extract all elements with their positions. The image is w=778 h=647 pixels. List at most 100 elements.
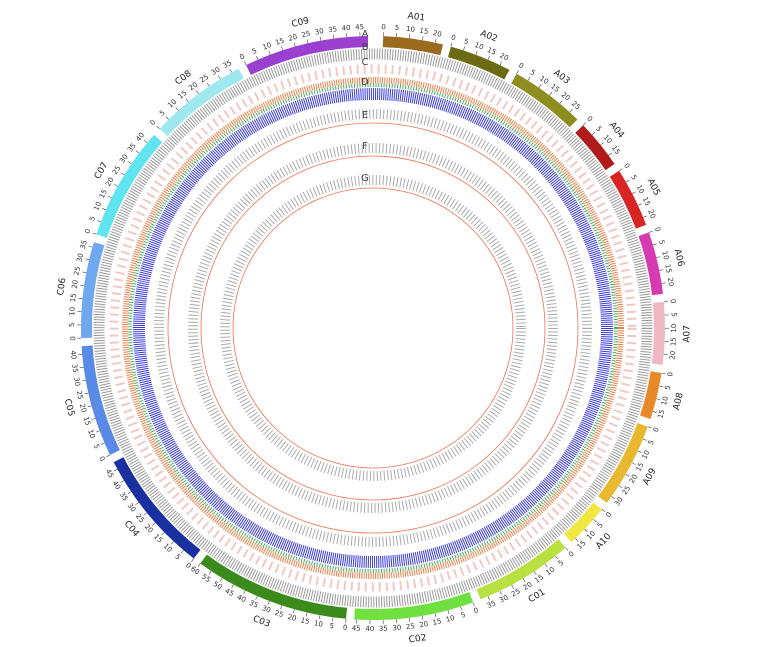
tick-label: 5: [629, 174, 638, 182]
tick-label: 30: [126, 502, 138, 514]
tick-mark: [293, 609, 295, 614]
tick-mark: [632, 191, 636, 194]
tick-mark: [306, 39, 309, 44]
tick-mark: [268, 50, 271, 55]
tick-mark: [84, 392, 89, 395]
tick-mark: [637, 450, 642, 453]
tick-mark: [642, 438, 647, 441]
tick-label: 25: [73, 266, 83, 276]
tick-label: 25: [405, 622, 415, 631]
tick-mark: [450, 42, 453, 47]
tick-label: 45: [355, 23, 364, 31]
track-d-ring-blue: [133, 88, 613, 568]
chromosome-arc: [447, 46, 510, 80]
chromosome-name: C01: [527, 587, 547, 605]
chromosome-arc: [640, 371, 662, 419]
track-e-ring: [154, 109, 592, 547]
tick-mark: [522, 578, 526, 583]
tick-mark: [582, 122, 587, 126]
tick-mark: [593, 519, 597, 523]
tick-label: 10: [660, 250, 670, 261]
tick-mark: [113, 468, 118, 472]
tick-mark: [527, 76, 531, 81]
tick-mark: [611, 496, 615, 500]
tick-label: 10: [635, 184, 646, 196]
tick-label: 15: [549, 82, 561, 94]
tick-label: 10: [544, 565, 556, 577]
chromosome-name: C03: [251, 614, 271, 630]
chromosome-arc: [246, 36, 369, 75]
tick-mark: [487, 55, 490, 60]
tick-mark: [114, 184, 118, 187]
tick-mark: [625, 474, 630, 477]
tick-label: 10: [473, 41, 484, 52]
tick-mark: [81, 379, 86, 382]
chromosome-name: A07: [682, 325, 692, 343]
tick-label: 35: [79, 239, 89, 250]
tick-label: 5: [664, 385, 673, 391]
tick-mark: [565, 547, 569, 551]
tick-label: 20: [143, 523, 155, 535]
tick-label: 0: [238, 52, 246, 61]
tick-mark: [608, 152, 612, 156]
tick-label: 45: [104, 468, 115, 480]
tick-label: 15: [576, 539, 588, 551]
tick-mark: [631, 462, 636, 465]
tick-label: 10: [86, 428, 97, 439]
tick-label: 5: [596, 521, 605, 530]
chromosome-arc: [81, 242, 105, 339]
tick-label: 25: [301, 30, 311, 40]
tick-label: 5: [88, 215, 97, 222]
tick-label: 30: [72, 377, 81, 387]
tick-label: 15: [533, 573, 545, 585]
tick-label: 15: [663, 264, 673, 274]
tick-mark: [293, 42, 296, 47]
track-rings: [93, 48, 653, 608]
tick-mark: [219, 577, 223, 582]
tick-label: 40: [111, 479, 122, 491]
tick-mark: [549, 92, 553, 96]
tick-label: 25: [621, 484, 633, 496]
tick-mark: [85, 258, 90, 261]
tick-label: 35: [486, 599, 497, 610]
tick-label: 20: [287, 613, 298, 623]
track-d-ring-green: [128, 83, 618, 573]
tick-label: 45: [352, 624, 361, 632]
tick-label: 15: [486, 46, 497, 57]
tick-label: 5: [329, 622, 335, 631]
tick-label: 15: [177, 89, 189, 101]
tick-mark: [544, 563, 548, 568]
tick-label: 40: [365, 625, 374, 633]
tick-label: 15: [419, 27, 429, 36]
tick-mark: [463, 46, 465, 51]
tick-label: 20: [560, 91, 572, 103]
tick-mark: [102, 207, 107, 211]
tick-mark: [647, 426, 652, 429]
chromosome-arc: [651, 301, 665, 365]
tick-mark: [661, 282, 666, 284]
track-d-ring-orange: [122, 77, 624, 579]
tick-mark: [175, 107, 179, 111]
track-label: G: [361, 173, 369, 184]
tick-mark: [156, 125, 160, 129]
tick-mark: [135, 502, 139, 505]
tick-mark: [618, 168, 623, 172]
tick-label: 30: [392, 624, 402, 633]
tick-label: 10: [313, 619, 323, 628]
tick-mark: [120, 172, 125, 176]
tick-mark: [618, 485, 623, 488]
tick-label: 10: [68, 307, 76, 316]
tick-mark: [625, 179, 630, 183]
tick-mark: [305, 612, 308, 617]
tick-mark: [422, 36, 424, 41]
tick-mark: [196, 90, 199, 94]
tick-mark: [244, 61, 247, 66]
tick-label: 0: [83, 228, 92, 235]
tick-label: 5: [657, 239, 666, 246]
tick-label: 5: [92, 443, 101, 450]
tick-label: 25: [273, 609, 284, 619]
tick-label: 10: [538, 74, 550, 86]
tick-label: 15: [432, 617, 442, 627]
tick-label: 5: [647, 439, 656, 446]
tick-mark: [185, 98, 189, 103]
